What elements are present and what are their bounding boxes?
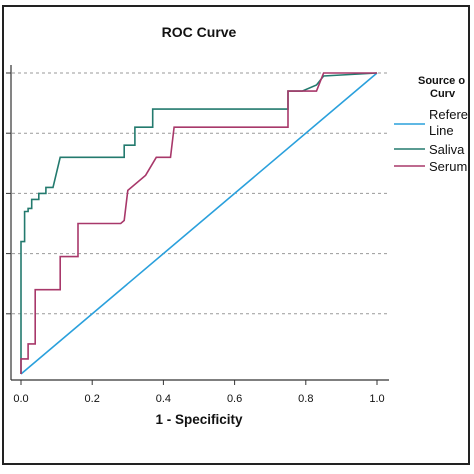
x-tick-label-4: 0.8 — [298, 393, 313, 405]
series-line-reference-line — [20, 72, 378, 375]
legend-title-line-2: Curv — [430, 88, 456, 100]
x-tick-label-2: 0.4 — [156, 393, 171, 405]
chart-frame: ROC Curve 0.0 0.2 0.4 0.6 0.8 1.0 1 - Specifi… — [2, 5, 470, 465]
x-tick-label-3: 0.6 — [227, 393, 242, 405]
legend-label-reference-line-1: Refere — [429, 107, 468, 122]
legend-label-serum: Serum — [429, 159, 467, 174]
x-axis-title: 1 - Specificity — [155, 412, 243, 427]
series-layer — [20, 72, 378, 375]
axes — [10, 65, 389, 381]
chart-title: ROC Curve — [162, 24, 237, 40]
legend-title-line-1: Source o — [418, 75, 465, 87]
x-tick-label-0: 0.0 — [13, 393, 28, 405]
legend: Source o Curv Refere Line Saliva Serum — [394, 75, 468, 174]
x-tick-label-1: 0.2 — [85, 393, 100, 405]
x-tick-label-5: 1.0 — [369, 393, 384, 405]
roc-chart: ROC Curve 0.0 0.2 0.4 0.6 0.8 1.0 1 - Specifi… — [6, 24, 468, 427]
legend-label-reference-line-2: Line — [429, 123, 454, 138]
x-axis-ticks: 0.0 0.2 0.4 0.6 0.8 1.0 — [13, 380, 385, 405]
legend-label-saliva: Saliva — [429, 142, 465, 157]
y-axis-ticks — [6, 72, 11, 315]
series-line-serum — [20, 72, 377, 374]
gridlines — [12, 72, 389, 315]
